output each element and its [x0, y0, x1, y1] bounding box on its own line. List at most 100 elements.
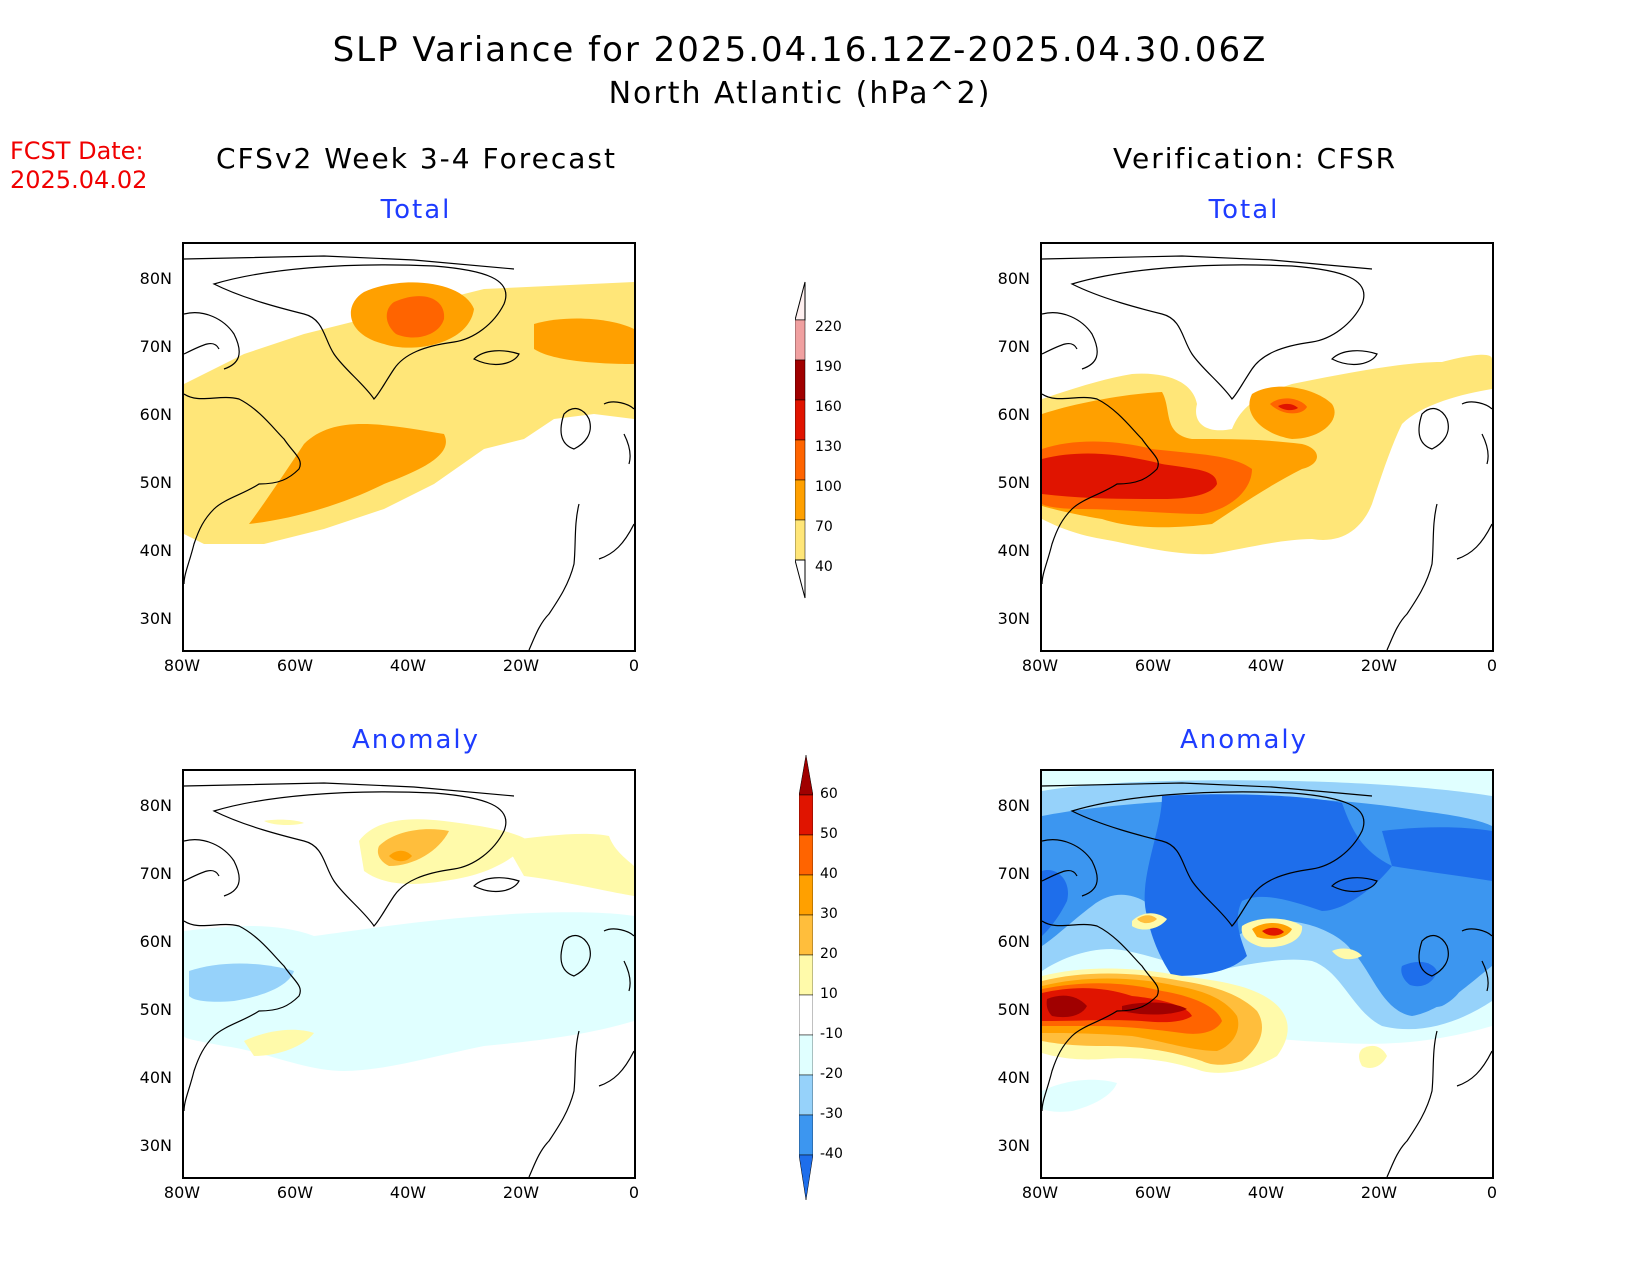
- lon-tick: 20W: [502, 1183, 540, 1202]
- colorbar-label: 190: [815, 359, 842, 375]
- colorbar-bin: [795, 519, 806, 561]
- colorbar-label: -20: [820, 1066, 843, 1082]
- lat-tick: 70N: [997, 864, 1030, 883]
- colorbar-bin: [799, 994, 813, 1036]
- colorbar-bin: [799, 1034, 813, 1076]
- lon-tick: 20W: [1360, 656, 1398, 675]
- colorbar-bin: [795, 479, 806, 521]
- lon-tick: 60W: [1134, 1183, 1172, 1202]
- lon-tick: 60W: [276, 656, 314, 675]
- lon-tick: 20W: [502, 656, 540, 675]
- lat-tick: 40N: [997, 541, 1030, 560]
- lat-tick: 60N: [139, 932, 172, 951]
- coastline: [184, 255, 634, 650]
- forecast-date-value: 2025.04.02: [10, 166, 148, 194]
- lat-tick: 40N: [139, 541, 172, 560]
- lon-tick: 0: [628, 656, 640, 675]
- colorbar-bin: [799, 874, 813, 916]
- colorbar-bin: [799, 914, 813, 956]
- coastline: [1042, 255, 1492, 650]
- colorbar-bin: [799, 1114, 813, 1156]
- colorbar-bin: [799, 794, 813, 836]
- coastline: [1042, 782, 1492, 1177]
- colorbar-label: -40: [820, 1146, 843, 1162]
- colorbar-bin: [795, 399, 806, 441]
- colorbar-label: 20: [820, 946, 838, 962]
- colorbar-bottom-triangle: [795, 559, 806, 599]
- colorbar-top-triangle: [799, 755, 813, 796]
- lat-tick: 70N: [139, 337, 172, 356]
- colorbar-bottom-triangle: [799, 1154, 813, 1201]
- lat-tick: 50N: [139, 473, 172, 492]
- forecast-total-map: [182, 242, 636, 652]
- verification-anomaly-title: Anomaly: [1179, 725, 1309, 755]
- colorbar-label: 160: [815, 399, 842, 415]
- lon-tick: 20W: [1360, 1183, 1398, 1202]
- colorbar-label: -30: [820, 1106, 843, 1122]
- lat-tick: 70N: [997, 337, 1030, 356]
- lat-tick: 60N: [139, 405, 172, 424]
- lon-tick: 0: [628, 1183, 640, 1202]
- lat-tick: 30N: [139, 1136, 172, 1155]
- lon-tick: 40W: [1247, 656, 1285, 675]
- lon-tick: 60W: [1134, 656, 1172, 675]
- colorbar-bin: [795, 439, 806, 481]
- forecast-date-label: FCST Date:: [10, 137, 144, 165]
- colorbar-label: 130: [815, 439, 842, 455]
- colorbar-label: 40: [820, 866, 838, 882]
- colorbar-label: 40: [815, 559, 833, 575]
- lat-tick: 60N: [997, 405, 1030, 424]
- colorbar-top-triangle: [795, 281, 806, 321]
- lat-tick: 80N: [139, 796, 172, 815]
- colorbar-label: -10: [820, 1026, 843, 1042]
- lat-tick: 80N: [997, 796, 1030, 815]
- lon-tick: 80W: [163, 656, 201, 675]
- lat-tick: 40N: [139, 1068, 172, 1087]
- lat-tick: 30N: [997, 609, 1030, 628]
- colorbar-bin: [795, 319, 806, 361]
- verification-column-title: Verification: CFSR: [1113, 142, 1398, 175]
- forecast-anomaly-map: [182, 769, 636, 1179]
- coastline: [184, 782, 634, 1177]
- colorbar-label: 50: [820, 826, 838, 842]
- lat-tick: 30N: [139, 609, 172, 628]
- colorbar-label: 60: [820, 786, 838, 802]
- forecast-total-title: Total: [380, 195, 452, 225]
- verification-total-map: [1040, 242, 1494, 652]
- lat-tick: 50N: [997, 473, 1030, 492]
- lon-tick: 60W: [276, 1183, 314, 1202]
- colorbar-bin: [799, 954, 813, 996]
- colorbar-label: 220: [815, 319, 842, 335]
- lon-tick: 80W: [1021, 656, 1059, 675]
- lon-tick: 40W: [389, 656, 427, 675]
- colorbar-bin: [799, 1074, 813, 1116]
- main-subtitle: North Atlantic (hPa^2): [608, 76, 992, 111]
- lon-tick: 80W: [1021, 1183, 1059, 1202]
- lat-tick: 30N: [997, 1136, 1030, 1155]
- lon-tick: 40W: [389, 1183, 427, 1202]
- colorbar-label: 30: [820, 906, 838, 922]
- forecast-anomaly-title: Anomaly: [351, 725, 481, 755]
- lon-tick: 0: [1486, 1183, 1498, 1202]
- lon-tick: 80W: [163, 1183, 201, 1202]
- lat-tick: 80N: [997, 269, 1030, 288]
- forecast-date: FCST Date: 2025.04.02: [10, 137, 147, 195]
- colorbar-bin: [799, 834, 813, 876]
- lat-tick: 50N: [997, 1000, 1030, 1019]
- forecast-column-title: CFSv2 Week 3-4 Forecast: [216, 142, 617, 175]
- lon-tick: 0: [1486, 656, 1498, 675]
- lat-tick: 60N: [997, 932, 1030, 951]
- colorbar-label: 100: [815, 479, 842, 495]
- verification-total-title: Total: [1208, 195, 1280, 225]
- verification-anomaly-map: [1040, 769, 1494, 1179]
- colorbar-label: 10: [820, 986, 838, 1002]
- lat-tick: 80N: [139, 269, 172, 288]
- main-title: SLP Variance for 2025.04.16.12Z-2025.04.…: [332, 30, 1268, 70]
- lat-tick: 70N: [139, 864, 172, 883]
- lat-tick: 40N: [997, 1068, 1030, 1087]
- lon-tick: 40W: [1247, 1183, 1285, 1202]
- lat-tick: 50N: [139, 1000, 172, 1019]
- colorbar-label: 70: [815, 519, 833, 535]
- anomaly-colorbar: [799, 755, 813, 1201]
- colorbar-bin: [795, 359, 806, 401]
